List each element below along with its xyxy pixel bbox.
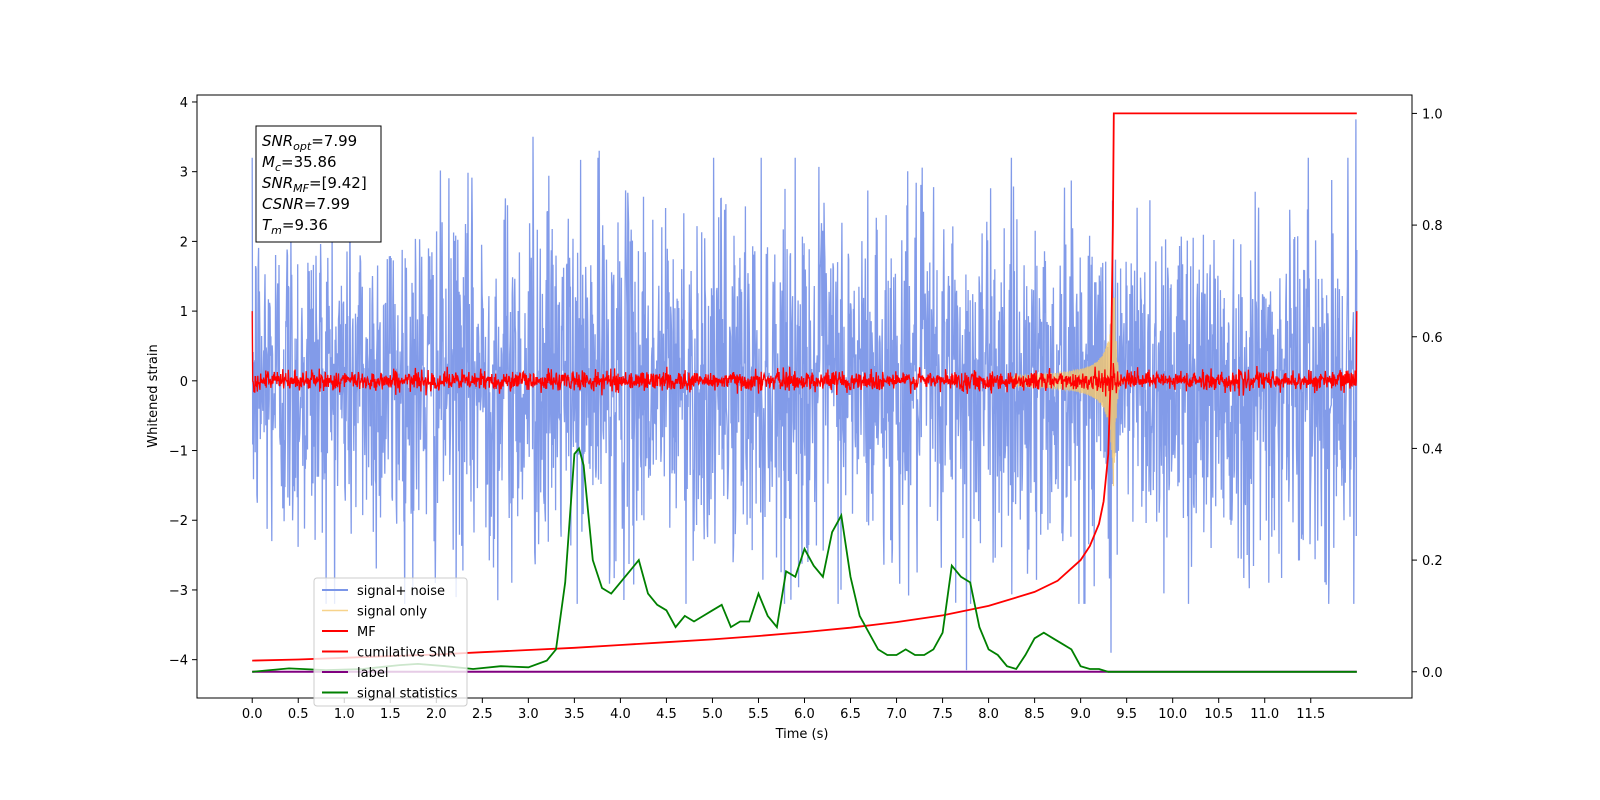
y-left-tick-label: 4: [180, 96, 188, 111]
legend-label: MF: [357, 625, 376, 640]
info-subscript: MF: [293, 182, 309, 195]
signal-statistics-line: [252, 446, 1357, 673]
y-right-tick-label: 0.0: [1422, 666, 1443, 681]
y-left-tick-label: −3: [169, 584, 188, 599]
x-tick-label: 11.5: [1296, 707, 1325, 722]
legend-frame: [313, 577, 468, 707]
info-line: Mc=35.86: [262, 153, 337, 174]
x-tick-label: 3.0: [518, 707, 539, 722]
x-tick-label: 8.0: [978, 707, 999, 722]
x-tick-label: 1.0: [334, 707, 355, 722]
x-tick-label: 5.0: [702, 707, 723, 722]
x-tick-label: 10.5: [1204, 707, 1233, 722]
info-value: =7.99: [304, 195, 350, 213]
x-tick-label: 2.0: [426, 707, 447, 722]
x-tick-label: 7.5: [932, 707, 953, 722]
info-subscript: m: [271, 224, 282, 237]
x-tick-label: 9.5: [1116, 707, 1137, 722]
info-value: =[9.42]: [309, 174, 367, 192]
info-subscript: opt: [293, 140, 312, 153]
x-tick-label: 0.0: [242, 707, 263, 722]
y-axis-label: Whitened strain: [146, 344, 161, 447]
signal-only-line: [1011, 297, 1128, 487]
info-value: =9.36: [282, 216, 328, 234]
x-axis-label: Time (s): [775, 727, 829, 742]
y-left-tick-label: 3: [180, 166, 188, 181]
legend-label: signal+ noise: [357, 584, 445, 599]
info-symbol: T: [262, 216, 273, 234]
x-tick-label: 9.0: [1070, 707, 1091, 722]
y-left-tick-label: 0: [180, 375, 188, 390]
info-line: SNRopt=7.99: [262, 132, 357, 153]
signal-noise-line: [251, 119, 1358, 671]
info-line: Tm=9.36: [262, 216, 328, 237]
x-tick-label: 10.0: [1158, 707, 1187, 722]
info-box: SNRopt=7.99Mc=35.86SNRMF=[9.42]CSNR=7.99…: [255, 125, 382, 243]
info-box-frame: [255, 125, 382, 243]
x-tick-label: 1.5: [380, 707, 401, 722]
mf-line: [251, 311, 1358, 397]
x-tick-label: 4.5: [656, 707, 677, 722]
x-tick-label: 8.5: [1024, 707, 1045, 722]
y-right-tick-label: 0.2: [1422, 554, 1443, 569]
info-subscript: c: [275, 161, 281, 174]
legend-label: label: [357, 666, 388, 681]
y-left-tick-label: −2: [169, 514, 188, 529]
info-line: CSNR=7.99: [262, 195, 350, 213]
y-right-tick-label: 0.8: [1422, 219, 1443, 234]
x-tick-label: 0.5: [288, 707, 309, 722]
y-left-tick-label: −4: [169, 654, 188, 669]
x-tick-label: 4.0: [610, 707, 631, 722]
info-value: =35.86: [281, 153, 337, 171]
x-tick-label: 7.0: [886, 707, 907, 722]
y-left-ticks: −4 −3 −2 −1 0 1 2 3 4: [169, 96, 197, 669]
info-line: SNRMF=[9.42]: [262, 174, 367, 195]
x-tick-label: 6.5: [840, 707, 861, 722]
y-right-tick-label: 1.0: [1422, 107, 1443, 122]
y-left-tick-label: 1: [180, 305, 188, 320]
y-left-tick-label: 2: [180, 235, 188, 250]
y-left-tick-label: −1: [169, 445, 188, 460]
x-tick-label: 11.0: [1250, 707, 1279, 722]
info-symbol: SNR: [262, 174, 293, 192]
x-tick-label: 5.5: [748, 707, 769, 722]
info-value: =7.99: [311, 132, 357, 150]
legend-label: signal statistics: [357, 687, 458, 702]
legend: signal+ noise signal only MF cumilative SNR…: [313, 577, 468, 707]
info-symbol: CSNR: [262, 195, 304, 213]
x-ticks: 0.0 0.5 1.0 1.5 2.0 2.5 3.0 3.5 4.0 4.5 5.0 5.5 6.0 6…: [242, 698, 1325, 722]
legend-label: signal only: [357, 605, 427, 620]
x-tick-label: 6.0: [794, 707, 815, 722]
legend-label: cumilative SNR: [357, 646, 456, 661]
info-symbol: M: [262, 153, 275, 171]
x-tick-label: 2.5: [472, 707, 493, 722]
y-right-tick-label: 0.4: [1422, 442, 1443, 457]
info-symbol: SNR: [262, 132, 293, 150]
y-right-ticks: 0.0 0.2 0.4 0.6 0.8 1.0: [1412, 107, 1443, 681]
y-right-tick-label: 0.6: [1422, 331, 1443, 346]
x-tick-label: 3.5: [564, 707, 585, 722]
